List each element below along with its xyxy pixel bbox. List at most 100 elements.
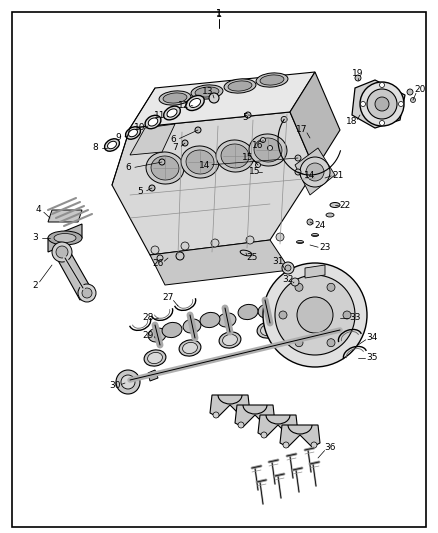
- Text: 11: 11: [154, 111, 166, 120]
- Ellipse shape: [228, 81, 252, 91]
- Polygon shape: [280, 425, 320, 447]
- Circle shape: [238, 422, 244, 428]
- Polygon shape: [150, 240, 290, 285]
- Ellipse shape: [190, 99, 201, 108]
- Ellipse shape: [289, 314, 311, 330]
- Circle shape: [275, 275, 355, 355]
- Polygon shape: [290, 72, 340, 170]
- Ellipse shape: [240, 250, 252, 256]
- Text: 3: 3: [32, 233, 38, 243]
- Circle shape: [159, 159, 165, 165]
- Ellipse shape: [48, 231, 82, 245]
- Circle shape: [213, 412, 219, 418]
- Polygon shape: [48, 224, 82, 252]
- Circle shape: [285, 265, 291, 271]
- Ellipse shape: [186, 150, 214, 174]
- Circle shape: [263, 263, 367, 367]
- Ellipse shape: [148, 118, 158, 126]
- Text: 8: 8: [92, 143, 98, 152]
- Text: 22: 22: [339, 200, 351, 209]
- Circle shape: [261, 432, 267, 438]
- Circle shape: [306, 163, 324, 181]
- Circle shape: [245, 112, 251, 118]
- Circle shape: [379, 83, 385, 87]
- Text: 12: 12: [178, 101, 190, 109]
- Polygon shape: [305, 265, 325, 278]
- Ellipse shape: [195, 87, 219, 97]
- Circle shape: [282, 262, 294, 274]
- Circle shape: [176, 252, 184, 260]
- Circle shape: [279, 311, 287, 319]
- Ellipse shape: [128, 130, 138, 137]
- Circle shape: [367, 89, 397, 119]
- Circle shape: [121, 375, 135, 389]
- Text: 2: 2: [32, 280, 38, 289]
- Polygon shape: [295, 148, 335, 195]
- Ellipse shape: [145, 115, 161, 128]
- Circle shape: [82, 288, 92, 298]
- Text: 32: 32: [283, 276, 294, 285]
- Text: 7: 7: [172, 143, 178, 152]
- Text: 20: 20: [414, 85, 426, 94]
- Circle shape: [289, 432, 295, 438]
- Text: 24: 24: [314, 221, 325, 230]
- Text: 31: 31: [272, 257, 284, 266]
- Ellipse shape: [146, 152, 184, 184]
- Circle shape: [246, 236, 254, 244]
- Text: 21: 21: [332, 171, 344, 180]
- Circle shape: [375, 97, 389, 111]
- Ellipse shape: [218, 313, 236, 327]
- Circle shape: [355, 75, 361, 81]
- Ellipse shape: [179, 340, 201, 356]
- Ellipse shape: [256, 73, 288, 87]
- Circle shape: [343, 311, 351, 319]
- Circle shape: [307, 219, 313, 225]
- Ellipse shape: [254, 138, 282, 162]
- Circle shape: [195, 127, 201, 133]
- Ellipse shape: [162, 322, 182, 337]
- Text: 15: 15: [249, 167, 261, 176]
- Text: 29: 29: [142, 330, 154, 340]
- Text: 18: 18: [346, 117, 358, 126]
- Text: 1: 1: [216, 10, 222, 19]
- Circle shape: [295, 283, 303, 292]
- Ellipse shape: [183, 342, 198, 353]
- Ellipse shape: [275, 297, 295, 312]
- Ellipse shape: [151, 156, 179, 180]
- Circle shape: [56, 246, 68, 258]
- Ellipse shape: [216, 140, 254, 172]
- Polygon shape: [258, 415, 298, 437]
- Ellipse shape: [186, 95, 204, 110]
- Text: 14: 14: [199, 160, 211, 169]
- Text: 6: 6: [125, 164, 131, 173]
- Ellipse shape: [223, 334, 237, 345]
- Circle shape: [209, 93, 219, 103]
- Text: 6: 6: [170, 135, 176, 144]
- Ellipse shape: [330, 203, 340, 207]
- Circle shape: [255, 163, 261, 167]
- Circle shape: [151, 246, 159, 254]
- Circle shape: [300, 157, 330, 187]
- Circle shape: [295, 338, 303, 346]
- Ellipse shape: [219, 332, 241, 348]
- Text: 10: 10: [134, 123, 146, 132]
- Text: 9: 9: [115, 133, 121, 141]
- Circle shape: [266, 422, 272, 428]
- Ellipse shape: [181, 146, 219, 178]
- Text: 33: 33: [349, 313, 361, 322]
- Ellipse shape: [257, 322, 279, 338]
- Polygon shape: [112, 112, 315, 255]
- Ellipse shape: [258, 304, 276, 318]
- Text: 5: 5: [242, 114, 248, 123]
- Circle shape: [181, 242, 189, 250]
- Text: 17: 17: [296, 125, 308, 134]
- Polygon shape: [235, 405, 275, 427]
- Circle shape: [211, 239, 219, 247]
- Text: 26: 26: [152, 259, 164, 268]
- Circle shape: [291, 278, 299, 286]
- Text: 28: 28: [142, 313, 154, 322]
- Ellipse shape: [293, 317, 307, 328]
- Circle shape: [297, 297, 333, 333]
- Circle shape: [182, 140, 188, 146]
- Text: 25: 25: [246, 254, 258, 262]
